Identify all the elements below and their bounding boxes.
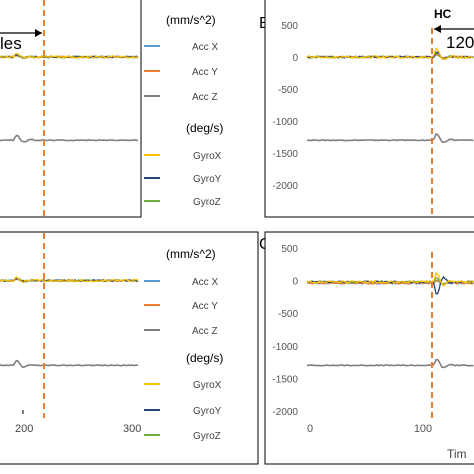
panel-bottom-left-frame xyxy=(0,231,259,465)
panel-b-frame xyxy=(264,0,474,218)
y-tick-label: -1000 xyxy=(272,117,298,128)
panel-c-plot xyxy=(306,271,474,369)
series-line-gyrox xyxy=(0,53,139,60)
series-line-acc-z xyxy=(306,358,474,369)
hc-label: HC xyxy=(434,7,452,21)
series-line-acc-z xyxy=(0,359,138,368)
legend-item-gyro-y: GyroY xyxy=(193,406,222,417)
y-tick-label: -1000 xyxy=(272,342,298,353)
series-line-gyrox xyxy=(0,276,139,284)
legend-item-gyro-y: GyroY xyxy=(193,174,222,185)
legend-bottom-left: (mm/s^2) Acc X Acc Y Acc Z (deg/s) GyroX… xyxy=(144,247,223,442)
legend-acc-title: (mm/s^2) xyxy=(166,247,216,261)
panel-bottom-left: 200 300 (mm/s^2) Acc X Acc Y Acc Z (deg/… xyxy=(0,231,259,465)
legend-item-gyro-z: GyroZ xyxy=(193,197,221,208)
series-line-acc-z xyxy=(0,134,139,143)
duration-value-label: 120 xyxy=(446,33,474,52)
legend-item-acc-y: Acc Y xyxy=(192,301,218,312)
legend-acc-title: (mm/s^2) xyxy=(166,13,216,27)
legend-top-left: (mm/s^2) Acc X Acc Y Acc Z (deg/s) GyroX… xyxy=(144,13,223,208)
hc-arrow-head xyxy=(434,25,441,33)
y-tick-label: 0 xyxy=(292,53,298,64)
legend-item-gyro-x: GyroX xyxy=(193,380,222,391)
legend-item-acc-x: Acc X xyxy=(192,42,218,53)
x-tick-label: 100 xyxy=(414,423,432,435)
legend-item-gyro-x: GyroX xyxy=(193,151,222,162)
cycles-arrow-head xyxy=(35,29,42,37)
panel-top-left-plot xyxy=(0,53,139,143)
series-line-gyrox xyxy=(306,47,474,60)
x-tick-label: 0 xyxy=(307,423,313,435)
series-line-acc-z xyxy=(306,133,474,144)
y-tick-label: -1500 xyxy=(272,149,298,160)
y-tick-label: 500 xyxy=(281,21,298,32)
panel-b: B 500 0 -500 -1000 -1500 -2000 HC 120 xyxy=(259,0,474,218)
x-axis-title: Tim xyxy=(447,447,467,461)
panel-c-frame xyxy=(264,231,474,465)
panel-c-x-axis: 0 100 xyxy=(307,423,432,435)
legend-gyro-title: (deg/s) xyxy=(186,121,223,135)
panel-top-left: les (mm/s^2) Acc X Acc Y Acc Z (deg/s) G… xyxy=(0,0,223,218)
y-tick-label: 500 xyxy=(281,244,298,255)
panel-c-y-axis: 500 0 -500 -1000 -1500 -2000 xyxy=(272,244,298,418)
cycles-label: les xyxy=(0,34,22,53)
legend-item-acc-x: Acc X xyxy=(192,277,218,288)
panel-letter-b: B xyxy=(259,15,270,32)
legend-item-acc-z: Acc Z xyxy=(192,326,218,337)
x-tick-label-300: 300 xyxy=(123,423,141,435)
y-tick-label: 0 xyxy=(292,277,298,288)
legend-gyro-title: (deg/s) xyxy=(186,351,223,365)
y-tick-label: -2000 xyxy=(272,181,298,192)
panel-b-plot xyxy=(306,47,474,144)
y-tick-label: -500 xyxy=(278,309,298,320)
panel-bottom-left-plot xyxy=(0,276,139,368)
legend-item-acc-y: Acc Y xyxy=(192,67,218,78)
y-tick-label: -500 xyxy=(278,85,298,96)
legend-item-acc-z: Acc Z xyxy=(192,92,218,103)
series-line-gyrox xyxy=(307,271,474,287)
y-tick-label: -2000 xyxy=(272,407,298,418)
legend-item-gyro-z: GyroZ xyxy=(193,431,221,442)
panel-b-y-axis: 500 0 -500 -1000 -1500 -2000 xyxy=(272,21,298,192)
y-tick-label: -1500 xyxy=(272,374,298,385)
x-tick-label-200: 200 xyxy=(15,423,33,435)
panel-top-left-frame xyxy=(0,0,142,218)
